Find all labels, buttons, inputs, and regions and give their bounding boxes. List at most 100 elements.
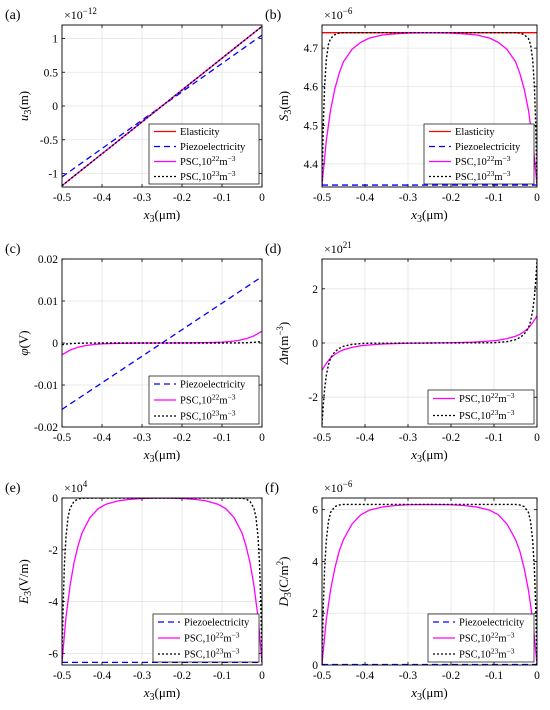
panel-label: (e) — [5, 481, 21, 496]
y-tick-label: 0 — [52, 338, 58, 350]
x-tick-label: -0.5 — [53, 192, 71, 204]
x-tick-label: -0.2 — [442, 670, 460, 682]
axes-frame — [321, 24, 538, 188]
series-line-psc22 — [322, 32, 537, 186]
x-tick-label: -0.1 — [485, 670, 503, 682]
y-tick-label: -0.01 — [34, 380, 58, 392]
legend-label: Piezoelectricity — [180, 380, 246, 391]
x-tick-label: -0.3 — [399, 670, 417, 682]
y-tick-label: -2 — [48, 545, 58, 557]
x-tick-label: 0 — [259, 192, 265, 204]
y-tick-label: 0 — [312, 338, 318, 350]
y-tick-label: 0.01 — [38, 296, 58, 308]
y-axis-label: D3(C/m2) — [275, 557, 294, 608]
x-tick-label: 0 — [259, 670, 265, 682]
legend: Elasticity PiezoelectricityPSC,1022m−3PSC… — [148, 123, 260, 185]
y-axis-label: E3(V/m) — [16, 559, 34, 605]
x-tick-label: -0.5 — [313, 432, 331, 444]
y-axis-label: φ(V) — [16, 330, 31, 355]
panel-label: (c) — [5, 242, 21, 257]
panel-label: (d) — [265, 242, 282, 257]
legend-label: PSC,1023m−3 — [184, 647, 240, 661]
series-line-psc22 — [322, 315, 537, 371]
x-tick-label: -0.4 — [356, 192, 374, 204]
y-axis-label: S3(m) — [276, 91, 294, 121]
y-tick-label: 4.5 — [304, 120, 319, 132]
legend: Piezoelectricity PSC,1022m−3 PSC,1023m−3 — [427, 613, 535, 663]
legend-label: Piezoelectricity — [180, 142, 246, 153]
x-axis-label: x3(μm) — [410, 207, 448, 225]
x-tick-label: -0.3 — [133, 192, 151, 204]
y-tick-label: -1 — [48, 169, 58, 181]
y-axis-label: u3(m) — [16, 91, 34, 121]
axis-exponent: ×10−6 — [324, 6, 353, 22]
x-tick-label: -0.2 — [173, 432, 191, 444]
series-line-psc23 — [62, 498, 262, 663]
x-tick-label: 0 — [534, 192, 540, 204]
legend-label: PSC,1023m−3 — [459, 408, 515, 422]
x-tick-label: 0 — [259, 432, 265, 444]
x-tick-label: -0.4 — [356, 670, 374, 682]
series-line-psc23 — [62, 25, 262, 187]
y-tick-label: 0 — [52, 101, 58, 113]
y-tick-label: -0.5 — [40, 135, 58, 147]
x-tick-label: -0.5 — [313, 192, 331, 204]
series-line-psc22 — [62, 498, 262, 663]
axes-frame — [61, 497, 263, 666]
y-tick-label: 0.02 — [38, 254, 58, 266]
axis-exponent: ×104 — [64, 479, 88, 495]
y-tick-label: 4.6 — [304, 82, 319, 94]
series-line-psc22 — [322, 503, 537, 665]
legend-label: Piezoelectricity — [455, 142, 521, 153]
legend-label: PSC,1022m−3 — [459, 631, 515, 645]
series-line-psc23 — [62, 340, 262, 346]
x-tick-label: -0.2 — [442, 192, 460, 204]
y-tick-label: 0 — [312, 660, 318, 672]
y-tick-label: 2 — [312, 608, 318, 620]
x-tick-label: -0.2 — [442, 432, 460, 444]
y-tick-label: 4 — [312, 556, 318, 568]
panel-b: -0.5 -0.4 -0.3 -0.2 -0.1 0 4.4 4.5 4.6 4.7 (b) ×10−… — [265, 6, 540, 225]
legend-label: PSC,1023m−3 — [459, 647, 515, 661]
x-axis-label: x3(μm) — [410, 447, 448, 465]
panel-c: -0.5 -0.4 -0.3 -0.2 -0.1 0 -0.02 -0.01 0 0.01 0.02… — [5, 242, 265, 465]
x-tick-label: -0.3 — [399, 192, 417, 204]
x-tick-label: 0 — [534, 670, 540, 682]
panel-a: -0.5 -0.4 -0.3 -0.2 -0.1 0 -1 -0.5 0 0.5 1 (a) ×10−1… — [5, 6, 265, 225]
series-line-psc23 — [322, 32, 537, 186]
legend-label: PSC,1022m−3 — [180, 393, 236, 407]
x-tick-label: -0.3 — [133, 670, 151, 682]
y-tick-label: 0 — [52, 493, 58, 505]
series-line-psc23 — [322, 261, 537, 425]
x-tick-label: -0.3 — [133, 432, 151, 444]
x-tick-label: -0.1 — [213, 432, 231, 444]
y-tick-label: -4 — [48, 597, 58, 609]
y-tick-label: 6 — [312, 505, 318, 517]
panel-d: -0.5 -0.4 -0.3 -0.2 -0.1 0 -2 0 2 (d) ×1021 x3(μm) Δ… — [265, 240, 540, 465]
legend: PSC,1022m−3 PSC,1023m−3 — [427, 389, 535, 425]
x-tick-label: -0.2 — [173, 670, 191, 682]
legend-label: Piezoelectricity — [459, 618, 525, 629]
legend-label: Elasticity — [180, 127, 220, 138]
x-tick-label: -0.1 — [213, 670, 231, 682]
panel-f: -0.5 -0.4 -0.3 -0.2 -0.1 0 0 2 4 6 (f) ×10−6 x3(μm) D… — [265, 479, 540, 703]
panel-label: (f) — [265, 481, 279, 496]
x-tick-label: -0.4 — [356, 432, 374, 444]
x-tick-label: -0.5 — [313, 670, 331, 682]
x-axis-label: x3(μm) — [143, 685, 181, 703]
x-tick-label: -0.1 — [485, 192, 503, 204]
legend-label: PSC,1022m−3 — [180, 154, 236, 168]
legend-label: PSC,1022m−3 — [459, 391, 515, 405]
axis-exponent: ×10−6 — [324, 479, 353, 495]
x-tick-label: -0.4 — [93, 670, 111, 682]
x-axis-label: x3(μm) — [143, 447, 181, 465]
y-tick-label: -2 — [308, 392, 318, 404]
panel-label: (b) — [265, 8, 282, 23]
x-tick-label: -0.5 — [53, 432, 71, 444]
legend-label: PSC,1022m−3 — [184, 631, 240, 645]
axis-exponent: ×10−12 — [64, 6, 97, 22]
y-tick-label: 0.5 — [44, 67, 59, 79]
x-tick-label: -0.4 — [93, 432, 111, 444]
x-tick-label: -0.3 — [399, 432, 417, 444]
